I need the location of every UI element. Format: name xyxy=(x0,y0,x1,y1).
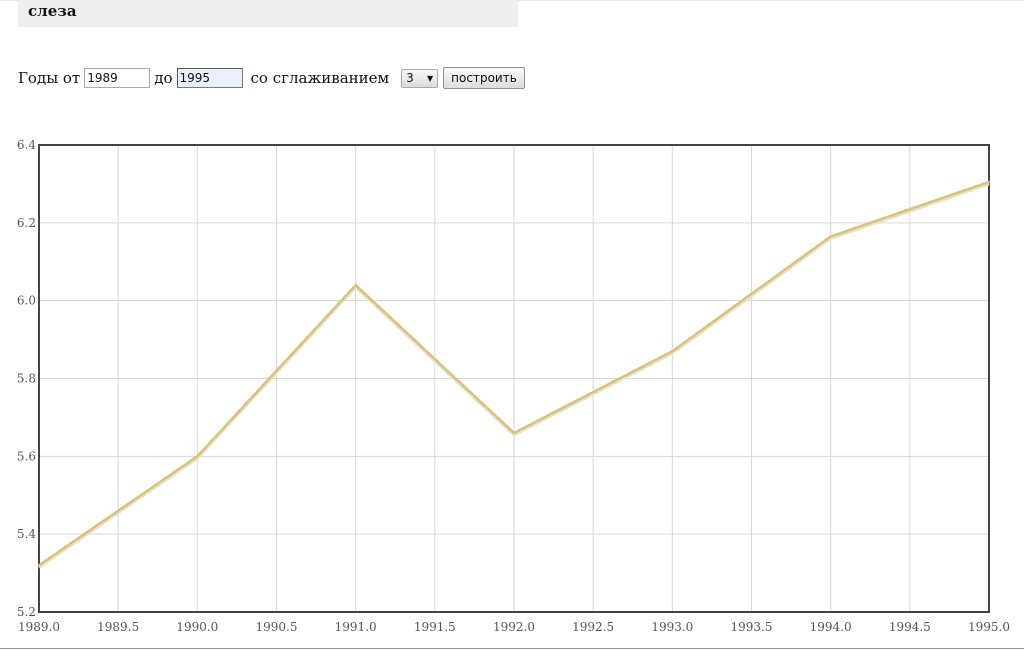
page-title: слеза xyxy=(28,2,77,20)
year-from-input[interactable] xyxy=(84,68,151,88)
x-tick-label: 1990.0 xyxy=(176,620,218,634)
x-tick-label: 1993.0 xyxy=(651,620,693,634)
y-tick-label: 6.0 xyxy=(17,294,36,308)
y-tick-label: 6.2 xyxy=(17,216,36,230)
x-tick-label: 1994.0 xyxy=(810,620,852,634)
x-tick-label: 1992.0 xyxy=(493,620,535,634)
x-tick-label: 1990.5 xyxy=(256,620,298,634)
data-point xyxy=(987,180,991,184)
smoothing-label: со сглаживанием xyxy=(250,69,390,87)
x-tick-label: 1995.0 xyxy=(968,620,1010,634)
data-point xyxy=(512,431,516,435)
x-tick-label: 1991.5 xyxy=(414,620,456,634)
chevron-down-icon: ▼ xyxy=(427,73,434,83)
years-from-label: Годы от xyxy=(18,69,81,87)
bottom-divider xyxy=(0,648,1024,649)
smoothing-select[interactable]: 3 ▼ xyxy=(401,68,439,88)
page-title-bar: слеза xyxy=(18,0,518,27)
y-tick-label: 5.2 xyxy=(17,605,36,619)
data-point xyxy=(671,350,674,353)
data-point xyxy=(354,283,357,287)
years-to-label: до xyxy=(154,69,173,87)
x-tick-label: 1989.5 xyxy=(97,620,139,634)
controls-row: Годы от до со сглаживанием 3 ▼ построить xyxy=(18,66,525,90)
y-tick-label: 5.4 xyxy=(17,527,36,541)
data-point xyxy=(37,564,41,567)
line-chart: 5.2 5.4 5.6 5.8 6.0 6.2 6.4 1989.0 1989.5 1990.0 1… xyxy=(17,138,1010,634)
series-line-shadow xyxy=(38,182,990,569)
smoothing-select-value: 3 xyxy=(406,71,414,85)
y-tick-label: 6.4 xyxy=(17,138,36,152)
x-tick-label: 1992.5 xyxy=(572,620,614,634)
data-point xyxy=(829,235,832,238)
x-tick-label: 1993.5 xyxy=(731,620,773,634)
year-to-input[interactable] xyxy=(176,68,243,88)
data-point xyxy=(196,455,199,458)
y-tick-label: 5.6 xyxy=(17,449,36,463)
x-tick-label: 1989.0 xyxy=(18,620,60,634)
y-tick-label: 5.8 xyxy=(17,372,36,386)
build-button[interactable]: построить xyxy=(443,67,525,89)
x-tick-label: 1994.5 xyxy=(889,620,931,634)
x-tick-label: 1991.0 xyxy=(335,620,377,634)
plot-frame xyxy=(38,144,990,613)
